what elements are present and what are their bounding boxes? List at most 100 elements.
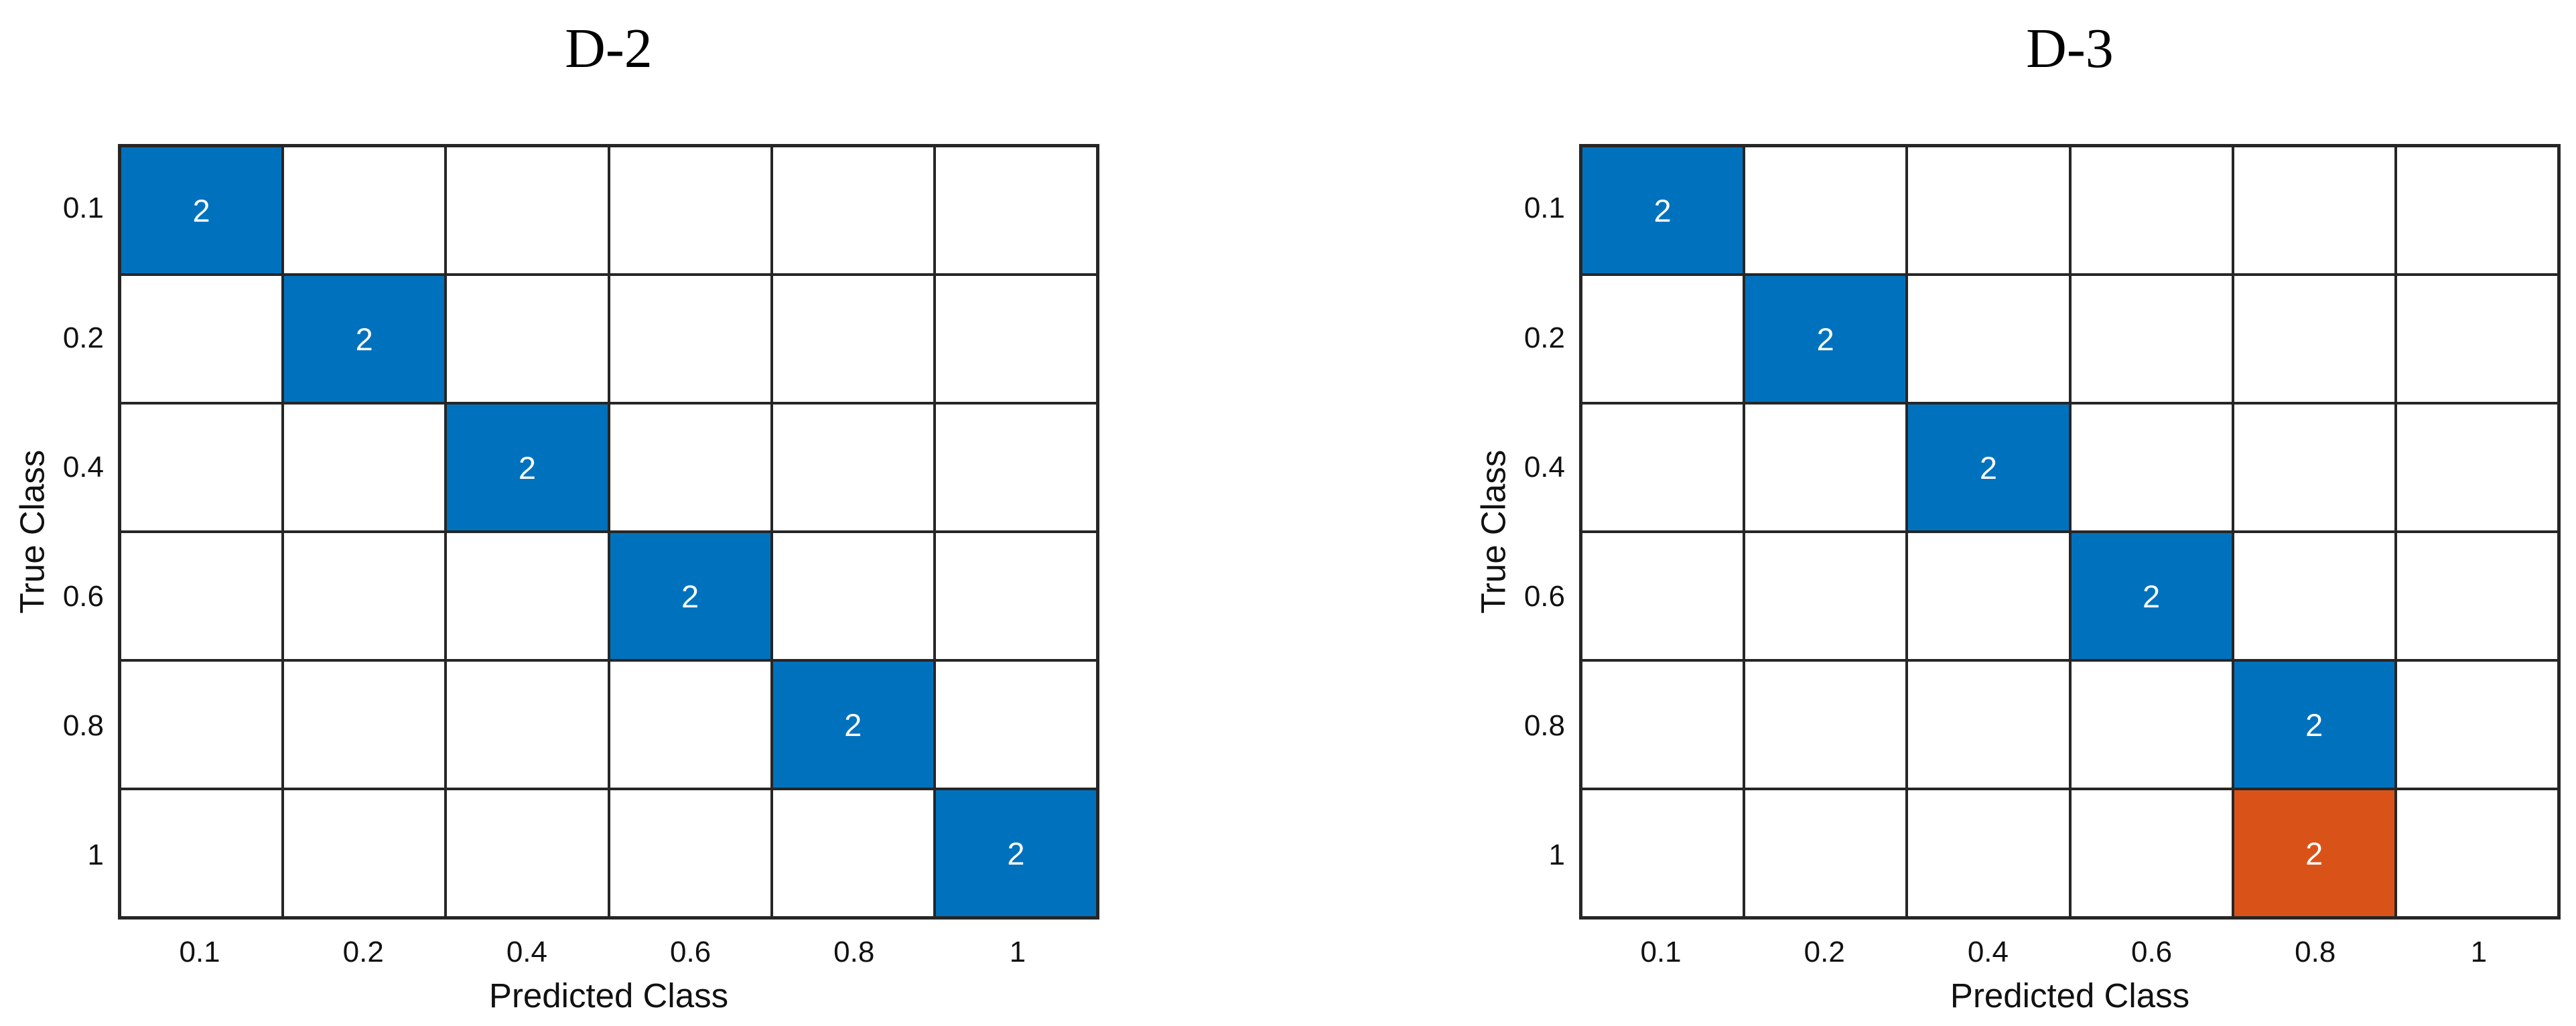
y-tick-label: 0.8 [1523, 709, 1565, 742]
x-tick-label: 0.2 [1804, 936, 1845, 968]
diagonal-cell: 2 [1582, 147, 1743, 273]
cell-value: 2 [518, 449, 536, 486]
empty-cell [2071, 276, 2232, 402]
empty-cell [2396, 147, 2557, 273]
x-tick-label: 1 [1009, 936, 1026, 968]
empty-cell [610, 405, 770, 530]
empty-cell [2396, 533, 2557, 659]
empty-cell [1582, 662, 1743, 788]
empty-cell [610, 147, 770, 273]
y-tick-labels: 0.1 0.2 0.4 0.6 0.8 1 [1425, 144, 1579, 920]
empty-cell [284, 405, 445, 530]
empty-cell [284, 147, 445, 273]
empty-cell [610, 276, 770, 402]
x-tick-labels: 0.1 0.2 0.4 0.6 0.8 1 [1579, 934, 2561, 970]
cell-value: 2 [2143, 578, 2161, 614]
cell-value: 2 [1816, 321, 1834, 357]
empty-cell [1745, 147, 1906, 273]
diagonal-cell: 2 [2071, 533, 2232, 659]
empty-cell [121, 276, 282, 402]
y-tick-label: 0.2 [62, 321, 104, 354]
empty-cell [447, 533, 608, 659]
diagonal-cell: 2 [284, 276, 445, 402]
empty-cell [1908, 790, 2069, 916]
empty-cell [772, 147, 933, 273]
diagonal-cell: 2 [1908, 405, 2069, 530]
empty-cell [1582, 405, 1743, 530]
empty-cell [1582, 276, 1743, 402]
x-tick-label: 0.6 [2130, 936, 2173, 968]
x-tick-label: 0.8 [833, 936, 875, 968]
x-tick-labels: 0.1 0.2 0.4 0.6 0.8 1 [118, 934, 1099, 970]
y-tick-label: 0.2 [1523, 321, 1565, 354]
diagonal-cell: 2 [1745, 276, 1906, 402]
empty-cell [2071, 790, 2232, 916]
empty-cell [1908, 662, 2069, 788]
empty-cell [772, 533, 933, 659]
y-tick-label: 0.1 [1523, 192, 1565, 225]
cell-value: 2 [681, 578, 699, 614]
empty-cell [447, 790, 608, 916]
x-axis-label: Predicted Class [488, 976, 729, 1015]
empty-cell [2396, 405, 2557, 530]
y-tick-label: 0.8 [62, 709, 104, 742]
y-tick-labels: 0.1 0.2 0.4 0.6 0.8 1 [0, 144, 118, 920]
empty-cell [447, 662, 608, 788]
cell-value: 2 [844, 707, 862, 743]
empty-cell [1745, 662, 1906, 788]
empty-cell [121, 790, 282, 916]
misclassified-cell: 2 [2234, 790, 2394, 916]
empty-cell [121, 405, 282, 530]
empty-cell [121, 533, 282, 659]
cell-value: 2 [1653, 192, 1672, 228]
empty-cell [772, 276, 933, 402]
x-tick-label: 0.8 [2295, 936, 2336, 968]
empty-cell [935, 533, 1096, 659]
y-tick-label: 0.6 [62, 579, 104, 613]
empty-cell [284, 662, 445, 788]
empty-cell [1745, 790, 1906, 916]
chart-title: D-3 [2026, 17, 2114, 80]
empty-cell [1582, 533, 1743, 659]
empty-cell [610, 662, 770, 788]
diagonal-cell: 2 [610, 533, 770, 659]
empty-cell [935, 276, 1096, 402]
diagonal-cell: 2 [935, 790, 1096, 916]
empty-cell [2071, 662, 2232, 788]
empty-cell [1745, 405, 1906, 530]
empty-cell [610, 790, 770, 916]
cell-value: 2 [1007, 835, 1025, 871]
empty-cell [447, 147, 608, 273]
empty-cell [1745, 533, 1906, 659]
y-tick-label: 0.4 [62, 450, 104, 484]
plot-area: 2 2 2 2 2 2 [1579, 144, 2561, 920]
y-tick-label: 0.1 [62, 192, 104, 225]
empty-cell [935, 147, 1096, 273]
empty-cell [1908, 276, 2069, 402]
empty-cell [2234, 276, 2394, 402]
y-tick-label: 1 [1548, 838, 1565, 871]
empty-cell [1908, 147, 2069, 273]
empty-cell [284, 533, 445, 659]
empty-cell [2396, 276, 2557, 402]
empty-cell [2396, 790, 2557, 916]
cell-value: 2 [355, 321, 373, 357]
empty-cell [1582, 790, 1743, 916]
empty-cell [2071, 147, 2232, 273]
empty-cell [121, 662, 282, 788]
empty-cell [447, 276, 608, 402]
diagonal-cell: 2 [447, 405, 608, 530]
x-tick-label: 0.6 [669, 936, 711, 968]
cell-value: 2 [1979, 449, 1997, 486]
empty-cell [284, 790, 445, 916]
x-tick-label: 0.4 [506, 936, 547, 968]
empty-cell [935, 405, 1096, 530]
empty-cell [2071, 405, 2232, 530]
cell-value: 2 [2305, 707, 2323, 743]
empty-cell [2396, 662, 2557, 788]
empty-cell [2234, 405, 2394, 530]
empty-cell [935, 662, 1096, 788]
empty-cell [772, 790, 933, 916]
